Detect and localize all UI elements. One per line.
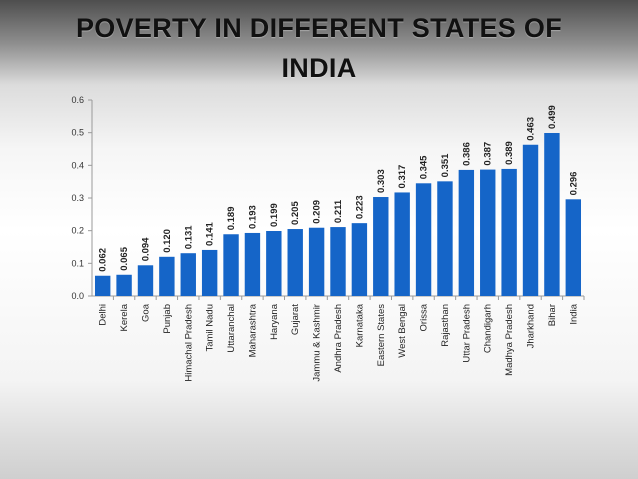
title-line-2: INDIA xyxy=(281,53,357,83)
data-label: 0.386 xyxy=(461,142,472,166)
bar xyxy=(437,181,453,296)
x-tick-label: West Bengal xyxy=(397,304,408,358)
x-tick-label: Tamil Nadu xyxy=(205,304,216,352)
bar xyxy=(458,169,475,296)
bar xyxy=(137,265,154,296)
bar xyxy=(244,232,261,296)
data-label: 0.141 xyxy=(205,221,216,245)
data-label: 0.120 xyxy=(162,229,173,253)
x-tick-label: Kerela xyxy=(119,303,130,331)
data-label: 0.303 xyxy=(376,169,387,193)
bar xyxy=(308,227,325,296)
bar xyxy=(266,230,282,296)
x-tick-label: Uttaranchal xyxy=(226,304,237,353)
data-label: 0.387 xyxy=(483,142,494,166)
x-tick-label: Madhya Pradesh xyxy=(504,304,515,376)
x-tick-label: Orissa xyxy=(419,303,430,331)
bar xyxy=(180,253,196,296)
x-tick-label: Jammu & Kashmir xyxy=(312,304,323,382)
y-tick-label: 0.5 xyxy=(71,128,84,138)
y-tick-label: 0.2 xyxy=(71,226,84,236)
x-tick-label: Eastern States xyxy=(376,304,387,367)
data-label: 0.211 xyxy=(333,199,344,223)
data-label: 0.463 xyxy=(526,117,537,141)
data-label: 0.223 xyxy=(354,195,365,219)
x-tick-label: Haryana xyxy=(269,303,280,340)
x-tick-label: Uttar Pradesh xyxy=(461,304,472,363)
x-tick-label: Rajasthan xyxy=(440,304,451,347)
bar xyxy=(94,275,111,296)
bar xyxy=(544,132,560,296)
bar xyxy=(330,227,346,296)
bar xyxy=(394,192,410,296)
x-tick-label: Bihar xyxy=(547,304,558,326)
y-tick-label: 0.0 xyxy=(71,291,84,301)
y-tick-label: 0.6 xyxy=(71,95,84,105)
data-label: 0.389 xyxy=(504,141,515,165)
bar xyxy=(522,144,539,296)
bar xyxy=(501,168,517,296)
x-tick-label: Himachal Pradesh xyxy=(183,304,194,382)
data-label: 0.199 xyxy=(269,203,280,227)
x-tick-label: Punjab xyxy=(162,304,173,334)
x-tick-label: Karnataka xyxy=(354,303,365,347)
bar xyxy=(159,256,175,296)
data-label: 0.351 xyxy=(440,153,451,177)
data-label: 0.193 xyxy=(247,205,258,229)
bar xyxy=(480,169,496,296)
bar xyxy=(351,223,368,296)
data-label: 0.345 xyxy=(419,155,430,179)
bar xyxy=(565,199,582,296)
bar xyxy=(373,197,389,296)
x-tick-label: India xyxy=(568,303,579,324)
data-label: 0.189 xyxy=(226,206,237,230)
data-label: 0.062 xyxy=(98,248,109,272)
y-tick-label: 0.4 xyxy=(71,160,84,170)
bar xyxy=(201,249,218,296)
x-tick-label: Jharkhand xyxy=(526,304,537,348)
data-label: 0.317 xyxy=(397,165,408,189)
data-label: 0.065 xyxy=(119,246,130,270)
bar xyxy=(287,229,303,296)
page-title: POVERTY IN DIFFERENT STATES OF INDIA xyxy=(0,8,638,88)
data-label: 0.205 xyxy=(290,201,301,225)
data-label: 0.296 xyxy=(568,172,579,196)
bar xyxy=(116,274,132,296)
bar xyxy=(223,234,239,296)
x-tick-label: Gujarat xyxy=(290,304,301,336)
data-label: 0.131 xyxy=(183,225,194,249)
x-tick-label: Andhra Pradesh xyxy=(333,304,344,373)
data-label: 0.499 xyxy=(547,105,558,129)
y-tick-label: 0.3 xyxy=(71,193,84,203)
x-tick-label: Maharashtra xyxy=(247,303,258,357)
x-tick-label: Goa xyxy=(140,303,151,322)
bar xyxy=(415,183,432,296)
x-tick-label: Chandigarh xyxy=(483,304,494,353)
data-label: 0.209 xyxy=(312,200,323,224)
data-label: 0.094 xyxy=(140,237,151,261)
x-tick-label: Delhi xyxy=(98,304,109,326)
title-line-1: POVERTY IN DIFFERENT STATES OF xyxy=(75,13,563,43)
y-tick-label: 0.1 xyxy=(71,258,84,268)
